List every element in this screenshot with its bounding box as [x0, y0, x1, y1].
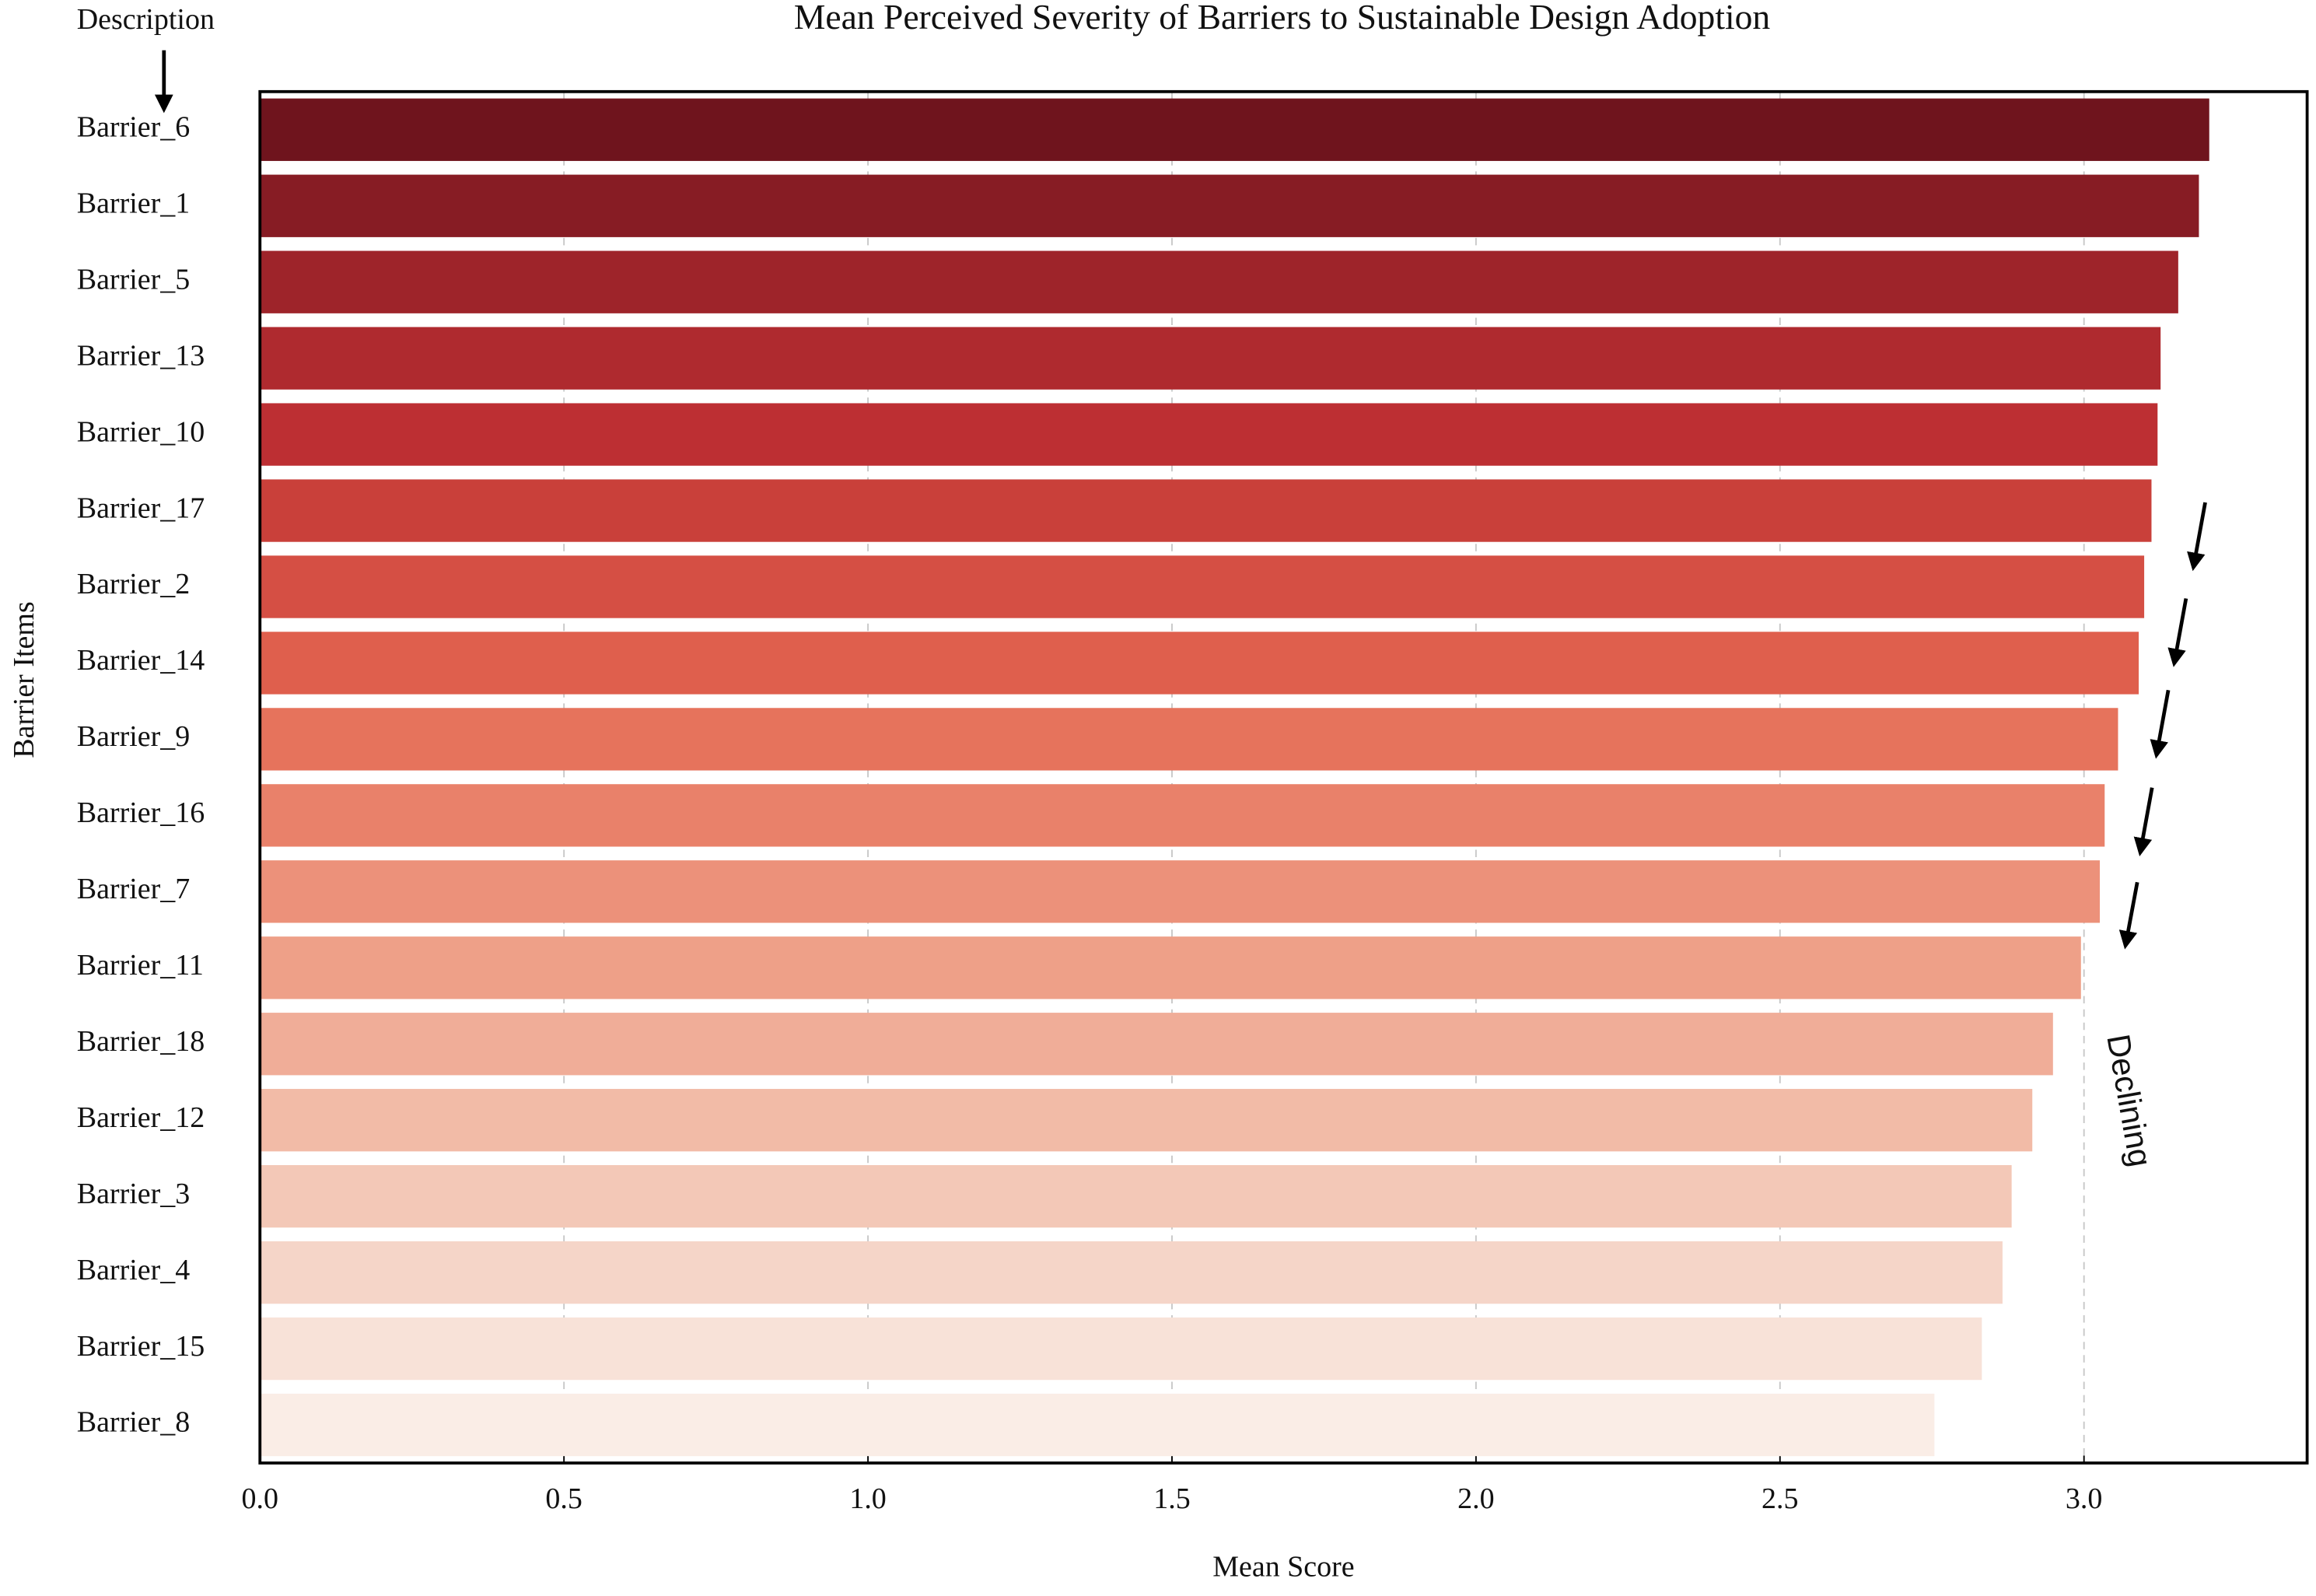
x-axis-label: Mean Score: [1212, 1551, 1354, 1584]
bar: [260, 708, 2118, 771]
x-tick-label: 3.0: [2066, 1482, 2102, 1515]
y-tick-label: Barrier_2: [77, 568, 191, 600]
arrow: [2118, 881, 2139, 950]
arrow: [2150, 689, 2171, 759]
x-tick-label: 1.5: [1153, 1482, 1190, 1515]
plot-frame: [258, 89, 2309, 1465]
y-tick-label: Barrier_15: [77, 1330, 205, 1363]
arrow: [2167, 598, 2188, 667]
y-tick-label: Barrier_13: [77, 339, 205, 372]
annotation: Description: [77, 3, 215, 36]
bar: [260, 250, 2178, 313]
bar: [260, 327, 2161, 390]
y-tick-label: Barrier_5: [77, 263, 191, 296]
bar: [260, 860, 2101, 923]
x-tick-label: 1.0: [849, 1482, 886, 1515]
bar: [260, 784, 2105, 847]
y-tick-label: Barrier_7: [77, 873, 191, 905]
y-tick-label: Barrier_4: [77, 1254, 191, 1286]
x-tick-label: 0.0: [242, 1482, 278, 1515]
bar: [260, 1089, 2033, 1152]
y-axis-label: Barrier Items: [8, 601, 40, 758]
y-tick-label: Barrier_6: [77, 110, 191, 143]
x-tick-label: 2.0: [1457, 1482, 1494, 1515]
bar: [260, 479, 2152, 542]
y-tick-label: Barrier_14: [77, 644, 205, 677]
y-tick-label: Barrier_18: [77, 1025, 205, 1058]
bar: [260, 98, 2209, 161]
annotation: Declining: [2100, 1031, 2159, 1169]
y-tick-label: Barrier_9: [77, 720, 191, 753]
bar: [260, 403, 2158, 466]
bar: [260, 1393, 1935, 1457]
y-tick-label: Barrier_8: [77, 1406, 191, 1439]
y-tick-label: Barrier_17: [77, 492, 205, 524]
arrow: [2133, 787, 2154, 856]
bar: [260, 555, 2145, 618]
x-tick-label: 2.5: [1761, 1482, 1798, 1515]
bar: [260, 936, 2081, 999]
y-tick-label: Barrier_3: [77, 1178, 191, 1210]
y-tick-label: Barrier_10: [77, 415, 205, 448]
bar: [260, 1317, 1982, 1381]
y-tick-label: Barrier_11: [77, 949, 204, 982]
bar: [260, 1241, 2003, 1304]
x-tick-label: 0.5: [545, 1482, 582, 1515]
y-tick-label: Barrier_1: [77, 187, 191, 219]
chart-title: Mean Perceived Severity of Barriers to S…: [794, 0, 1771, 37]
bar: [260, 1164, 2012, 1228]
y-tick-label: Barrier_12: [77, 1101, 205, 1134]
bar: [260, 632, 2139, 695]
arrow: [2187, 502, 2207, 572]
y-tick-label: Barrier_16: [77, 796, 205, 829]
bar: [260, 1013, 2053, 1076]
bar: [260, 174, 2199, 237]
